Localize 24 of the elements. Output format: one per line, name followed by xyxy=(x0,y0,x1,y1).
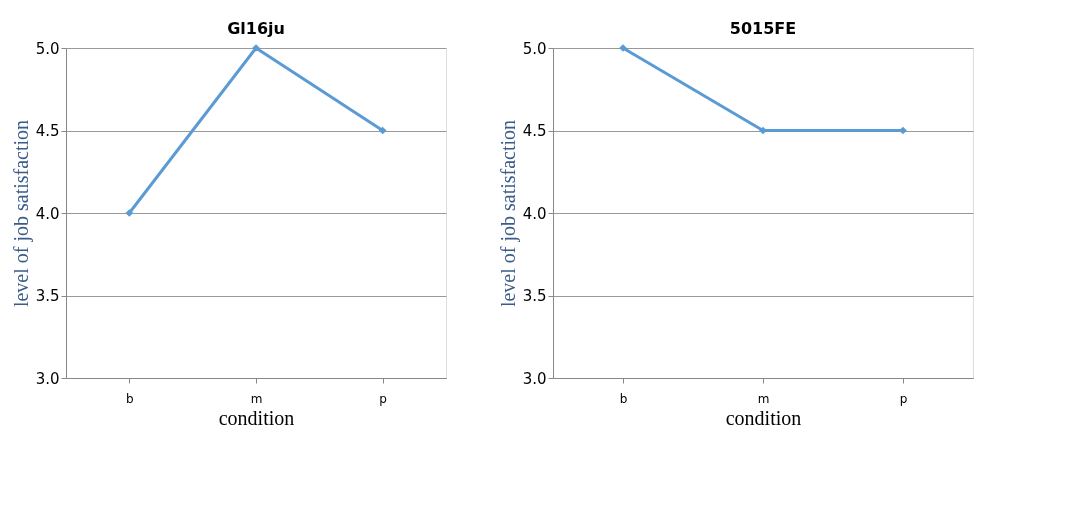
y-axis-title: level of job satisfaction xyxy=(496,119,520,308)
x-tick-label: b xyxy=(126,391,134,406)
x-tick-label: p xyxy=(379,391,387,406)
y-tick-label: 4.0 xyxy=(522,204,547,223)
y-tick-label: 3.5 xyxy=(35,287,60,305)
y-tick-label: 4.0 xyxy=(35,204,60,223)
chart-title: Gl16ju xyxy=(227,19,285,38)
y-tick-label: 4.5 xyxy=(522,122,547,140)
y-tick-label: 4.5 xyxy=(35,122,60,140)
y-tick-label: 3.5 xyxy=(522,287,547,305)
y-axis-title: level of job satisfaction xyxy=(9,119,33,308)
x-tick-label: p xyxy=(899,391,908,406)
y-tick-label: 5.0 xyxy=(35,39,60,58)
x-axis-title: condition xyxy=(725,406,802,429)
y-tick-label: 3.0 xyxy=(35,369,60,388)
x-tick-label: m xyxy=(250,391,263,406)
y-tick-label: 3.0 xyxy=(522,369,547,388)
chart-title: 5015FE xyxy=(729,19,797,38)
point xyxy=(125,209,134,217)
point xyxy=(378,126,387,135)
x-axis-title: condition xyxy=(218,406,295,429)
y-tick-label: 5.0 xyxy=(522,39,547,58)
x-tick-label: m xyxy=(757,391,770,406)
x-tick-label: b xyxy=(619,391,628,406)
